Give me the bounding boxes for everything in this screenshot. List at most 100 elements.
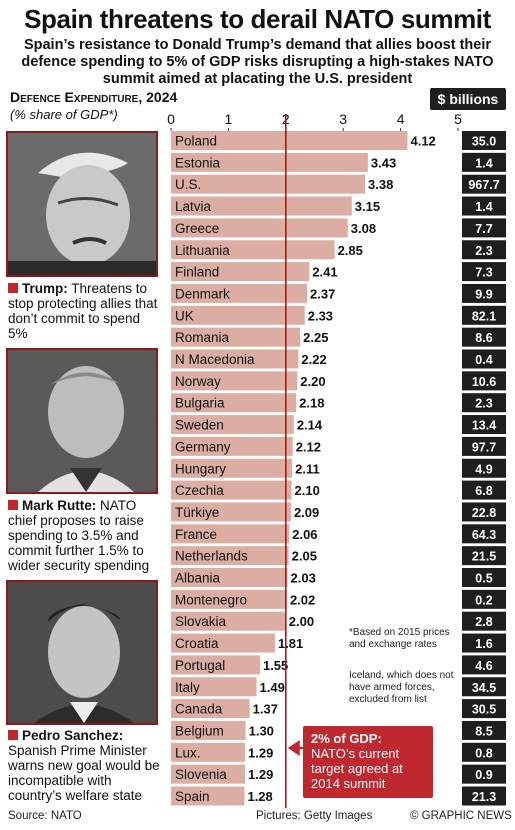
billions-value: 21.5 [472,550,496,564]
bar [171,152,368,172]
bar [171,305,305,325]
bar [171,262,310,282]
value-label: 4.12 [410,134,435,149]
value-label: 2.18 [299,396,324,411]
billions-cell [462,480,506,500]
bar [171,371,298,391]
billions-value: 82.1 [472,309,496,323]
value-label: 2.10 [295,483,320,498]
billions-value: 7.3 [475,266,492,280]
sanchez-photo [6,580,158,725]
bar [171,568,288,587]
billions-cell [462,611,506,631]
bar [171,611,286,631]
bar [171,283,308,303]
chart-unit-note: (% share of GDP*) [10,107,118,122]
billions-cell [462,174,506,194]
page-title: Spain threatens to derail NATO summit [24,4,491,34]
billions-value: 0.9 [475,768,492,782]
category-label: Canada [175,702,223,717]
billions-value: 21.3 [472,790,496,804]
value-label: 1.81 [278,636,303,651]
value-label: 2.02 [290,592,315,607]
category-label: Romania [175,330,230,345]
category-label: Poland [175,134,217,149]
billions-value: 0.2 [475,593,492,607]
billions-cell [462,633,506,653]
target-callout: 2% of GDP: NATO’s current target agreed … [303,726,433,798]
source-text: Source: NATO [8,810,82,822]
billions-value: 4.9 [475,462,492,476]
bar [171,546,289,566]
category-label: Hungary [175,461,226,476]
bar [171,699,250,719]
billions-cell [462,283,506,303]
bar [171,720,246,740]
bar [171,480,292,500]
value-label: 2.03 [291,571,316,586]
trump-photo [6,131,158,277]
value-label: 3.43 [371,155,396,170]
billions-cell [462,415,506,435]
value-label: 1.29 [248,767,273,782]
graphic-news-credit: © GRAPHIC NEWS [410,810,512,822]
value-label: 2.37 [310,286,335,301]
bullet-square-icon [8,500,18,510]
billions-value: 97.7 [472,440,496,454]
rutte-caption: Mark Rutte: NATO chief proposes to raise… [8,498,160,573]
billions-value: 10.6 [472,375,496,389]
category-label: Estonia [175,155,221,170]
bullet-square-icon [8,730,18,740]
category-label: Czechia [175,483,224,498]
billions-cell [462,458,506,478]
chart-heading: Defence Expenditure, 2024 [10,89,178,105]
footnote-iceland: Iceland, which does not have armed force… [349,670,454,705]
category-label: UK [175,308,194,323]
category-label: Croatia [175,636,219,651]
page-subtitle: Spain’s resistance to Donald Trump’s dem… [21,37,494,87]
category-label: Greece [175,221,219,236]
bar [171,436,293,456]
billions-value: 1.4 [475,200,492,214]
bar [171,786,245,806]
value-label: 2.85 [338,243,363,258]
footnote-prices: *Based on 2015 prices and exchange rates [349,627,450,650]
bar [171,589,287,609]
bar [171,524,290,544]
bar [171,764,246,784]
callout-text: NATO’s current target agreed at 2014 sum… [311,746,403,791]
bar [171,218,348,238]
category-label: U.S. [175,177,201,192]
billions-cell [462,218,506,238]
category-label: France [175,527,217,542]
value-label: 2.11 [295,461,320,476]
billions-value: 4.6 [475,659,492,673]
billions-value: 2.8 [475,615,492,629]
callout-head: 2% of GDP: [311,731,382,746]
bar [171,327,301,347]
person-text: Threatens to stop protecting allies that… [8,281,158,341]
bar [171,677,257,697]
x-tick-label: 5 [454,111,462,127]
x-tick-label: 3 [339,111,347,127]
bar [171,655,260,675]
billions-value: 1.4 [475,156,492,170]
billions-cell [462,393,506,413]
bullet-square-icon [8,283,18,293]
value-label: 2.14 [297,418,323,433]
billions-cell [462,699,506,719]
category-label: Germany [175,439,231,454]
billions-value: 7.7 [475,222,492,236]
value-label: 2.20 [300,374,325,389]
billions-cell [462,262,506,282]
category-label: Portugal [175,658,225,673]
billions-value: 1.6 [475,637,492,651]
category-label: Netherlands [175,549,248,564]
value-label: 1.30 [249,723,274,738]
category-label: Belgium [175,723,224,738]
billions-value: 35.0 [472,135,496,149]
bar [171,633,275,653]
category-label: Finland [175,265,219,280]
billions-value: 34.5 [472,681,496,695]
